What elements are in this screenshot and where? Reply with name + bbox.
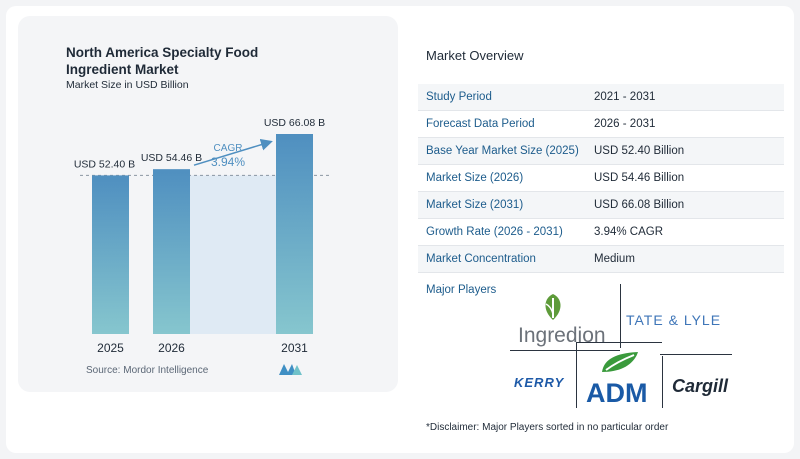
kerry-logo: KERRY [514,375,565,390]
bar-2031 [276,134,313,334]
overview-row: Forecast Data Period 2026 - 2031 [418,111,784,138]
cagr-arrow [193,138,273,166]
divider [510,350,620,351]
disclaimer: *Disclaimer: Major Players sorted in no … [426,422,669,433]
data-label-2031: USD 66.08 B [264,117,325,129]
divider [620,284,621,348]
overview-row-label: Growth Rate (2026 - 2031) [426,226,563,238]
overview-row-label: Forecast Data Period [426,118,535,130]
divider [662,356,663,408]
overview-row-label: Market Concentration [426,253,536,265]
tate-and-lyle-logo: TATE & LYLE [626,312,722,328]
ingredion-logo: Ingredion [518,324,606,347]
overview-row-value: 2026 - 2031 [594,118,656,130]
divider [576,342,577,408]
overview-row-value: USD 52.40 Billion [594,145,685,157]
overview-row-label: Base Year Market Size (2025) [426,145,579,157]
overview-title: Market Overview [426,48,524,63]
forecast-band [190,175,276,334]
adm-logo: ADM [586,378,648,408]
bar-2025 [92,175,129,334]
x-tick-2025: 2025 [97,341,124,355]
overview-row: Study Period 2021 - 2031 [418,84,784,111]
overview-row: Market Concentration Medium [418,246,784,273]
overview-table: Study Period 2021 - 2031 Forecast Data Per… [418,84,784,273]
overview-row-value: USD 66.08 Billion [594,199,685,211]
overview-row-label: Market Size (2031) [426,199,524,211]
cargill-logo: Cargill [672,376,729,396]
divider [576,342,662,343]
ingredion-leaf-icon [545,294,561,320]
overview-row-label: Study Period [426,91,492,103]
data-label-2025: USD 52.40 B [74,158,135,170]
bar-2026 [153,169,190,334]
overview-row-value: 2021 - 2031 [594,91,656,103]
overview-row: Market Size (2031) USD 66.08 Billion [418,192,784,219]
adm-leaf-icon [602,352,638,372]
cagr-label: CAGR [214,143,243,154]
overview-row: Base Year Market Size (2025) USD 52.40 Bi… [418,138,784,165]
chart-title: North America Specialty Food Ingredient … [66,45,259,77]
overview-row-value: USD 54.46 Billion [594,172,685,184]
cagr-value: 3.94% [211,155,245,169]
x-tick-2031: 2031 [281,341,308,355]
x-tick-2026: 2026 [158,341,185,355]
mordor-logo-icon [279,364,302,375]
source-note: Source: Mordor Intelligence [86,365,209,376]
overview-row: Growth Rate (2026 - 2031) 3.94% CAGR [418,219,784,246]
overview-row: Market Size (2026) USD 54.46 Billion [418,165,784,192]
chart-subtitle: Market Size in USD Billion [66,79,189,91]
divider [660,354,732,355]
overview-row-value: Medium [594,253,635,265]
major-players-label: Major Players [426,284,497,296]
overview-row-value: 3.94% CAGR [594,226,664,238]
player-logos: Ingredion TATE & LYLE KERRY ADM Cargill [500,284,750,412]
overview-row-label: Market Size (2026) [426,172,524,184]
data-label-2026: USD 54.46 B [141,152,202,164]
